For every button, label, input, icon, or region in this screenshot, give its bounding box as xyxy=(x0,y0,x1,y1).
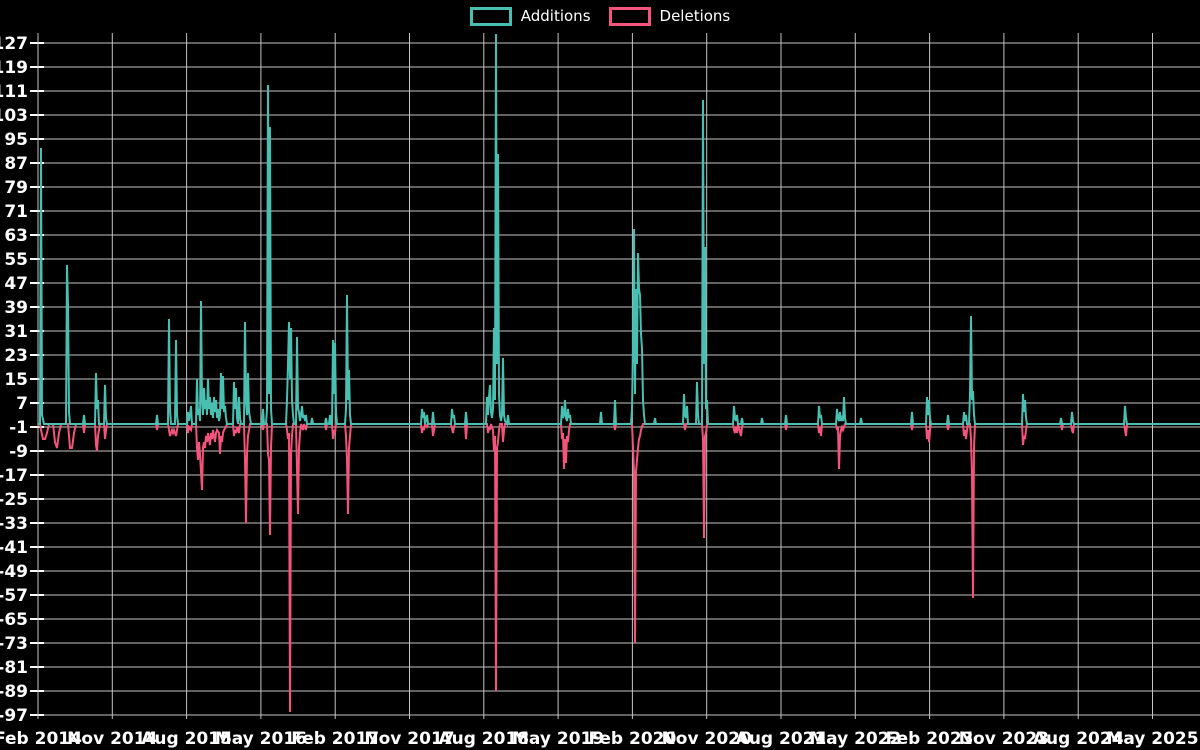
x-tick-label: Nov 2020 xyxy=(662,729,752,749)
x-tick-label: May 2019 xyxy=(512,729,604,749)
legend-label-additions: Additions xyxy=(520,7,591,25)
y-tick-label: -9 xyxy=(9,442,28,462)
x-tick-label: Nov 2017 xyxy=(364,729,454,749)
x-tick-label: Feb 2014 xyxy=(0,729,82,749)
series-additions-line xyxy=(38,33,1200,427)
y-tick-label: 127 xyxy=(0,34,28,54)
y-tick-label: 7 xyxy=(16,394,28,414)
y-tick-label: 23 xyxy=(4,346,28,366)
x-tick-label: Feb 2023 xyxy=(886,729,974,749)
x-tick-label: May 2022 xyxy=(809,729,901,749)
y-tick-label: 55 xyxy=(4,250,28,270)
legend-label-deletions: Deletions xyxy=(659,7,731,25)
x-tick-label: Feb 2017 xyxy=(291,729,379,749)
y-tick-label: -81 xyxy=(0,658,28,678)
y-tick-label: -41 xyxy=(0,538,28,558)
y-tick-label: -57 xyxy=(0,586,28,606)
y-tick-label: 79 xyxy=(4,178,28,198)
y-tick-label: 87 xyxy=(4,154,28,174)
x-tick-label: Aug 2024 xyxy=(1033,729,1124,749)
y-tick-label: 111 xyxy=(0,82,28,102)
additions-swatch-icon xyxy=(469,6,512,26)
y-tick-label: -49 xyxy=(0,562,28,582)
y-tick-label: 71 xyxy=(4,202,28,222)
x-tick-label: May 2016 xyxy=(215,729,307,749)
y-tick-label: -1 xyxy=(9,418,28,438)
deletions-swatch-icon xyxy=(608,6,651,26)
y-tick-label: -65 xyxy=(0,610,28,630)
legend-item-additions[interactable]: Additions xyxy=(469,6,591,26)
y-tick-label: 103 xyxy=(0,106,28,126)
series-deletions-line xyxy=(38,421,1200,713)
x-tick-label: Nov 2014 xyxy=(67,729,157,749)
y-tick-label: 119 xyxy=(0,58,28,78)
y-tick-label: -33 xyxy=(0,514,28,534)
y-tick-label: -17 xyxy=(0,466,28,486)
legend: Additions Deletions xyxy=(0,6,1200,26)
y-tick-label: 63 xyxy=(4,226,28,246)
x-tick-label: Aug 2021 xyxy=(736,729,827,749)
x-tick-label: Aug 2015 xyxy=(141,729,232,749)
y-tick-label: 39 xyxy=(4,298,28,318)
x-tick-label: Feb 2020 xyxy=(588,729,676,749)
x-tick-label: May 2025 xyxy=(1106,729,1198,749)
y-tick-label: 31 xyxy=(4,322,28,342)
x-tick-label: Aug 2018 xyxy=(438,729,529,749)
y-tick-label: 47 xyxy=(4,274,28,294)
y-tick-label: -25 xyxy=(0,490,28,510)
y-tick-label: -97 xyxy=(0,706,28,726)
y-tick-label: 95 xyxy=(4,130,28,150)
legend-item-deletions[interactable]: Deletions xyxy=(608,6,731,26)
x-tick-label: Nov 2023 xyxy=(959,729,1049,749)
y-tick-label: -89 xyxy=(0,682,28,702)
y-tick-label: -73 xyxy=(0,634,28,654)
y-tick-label: 15 xyxy=(4,370,28,390)
